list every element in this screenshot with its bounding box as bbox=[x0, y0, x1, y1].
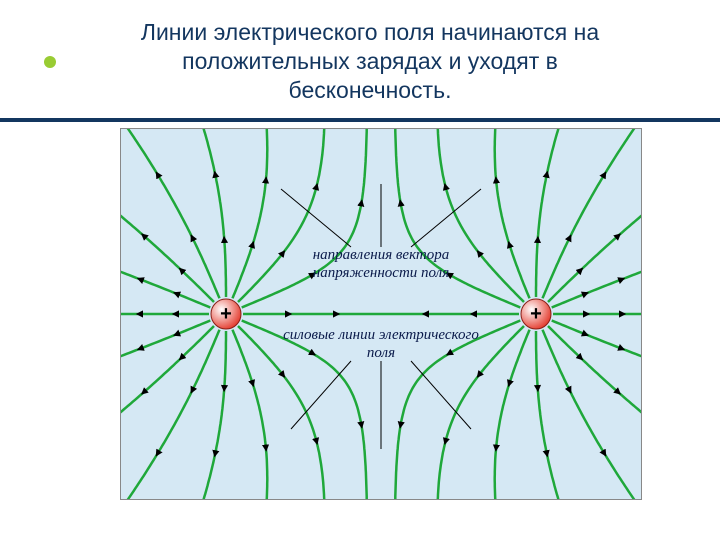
title-underline bbox=[0, 118, 720, 122]
title-line-3: бесконечность. bbox=[289, 77, 452, 103]
charge-plus-symbol: + bbox=[220, 303, 232, 325]
vector-arrow bbox=[266, 177, 267, 183]
positive-charge: + bbox=[521, 299, 551, 329]
charge-plus-symbol: + bbox=[530, 303, 542, 325]
slide-title: Линии электрического поля начинаются на … bbox=[70, 18, 670, 104]
field-lines-diagram: + + направления вектора напряженности пол… bbox=[120, 128, 642, 500]
vector-arrow bbox=[496, 177, 497, 183]
title-line-2: положительных зарядах и уходят в bbox=[182, 48, 558, 74]
vector-arrow bbox=[496, 445, 497, 451]
title-bullet bbox=[44, 56, 56, 68]
vector-arrow bbox=[266, 445, 267, 451]
label-vector-direction-1: направления вектора bbox=[313, 247, 450, 263]
label-vector-direction-2: напряженности поля bbox=[313, 265, 449, 281]
label-field-lines-1: силовые линии электрического bbox=[283, 327, 479, 343]
label-field-lines-2: поля bbox=[367, 345, 395, 361]
slide: Линии электрического поля начинаются на … bbox=[0, 0, 720, 540]
positive-charge: + bbox=[211, 299, 241, 329]
title-line-1: Линии электрического поля начинаются на bbox=[141, 19, 599, 45]
